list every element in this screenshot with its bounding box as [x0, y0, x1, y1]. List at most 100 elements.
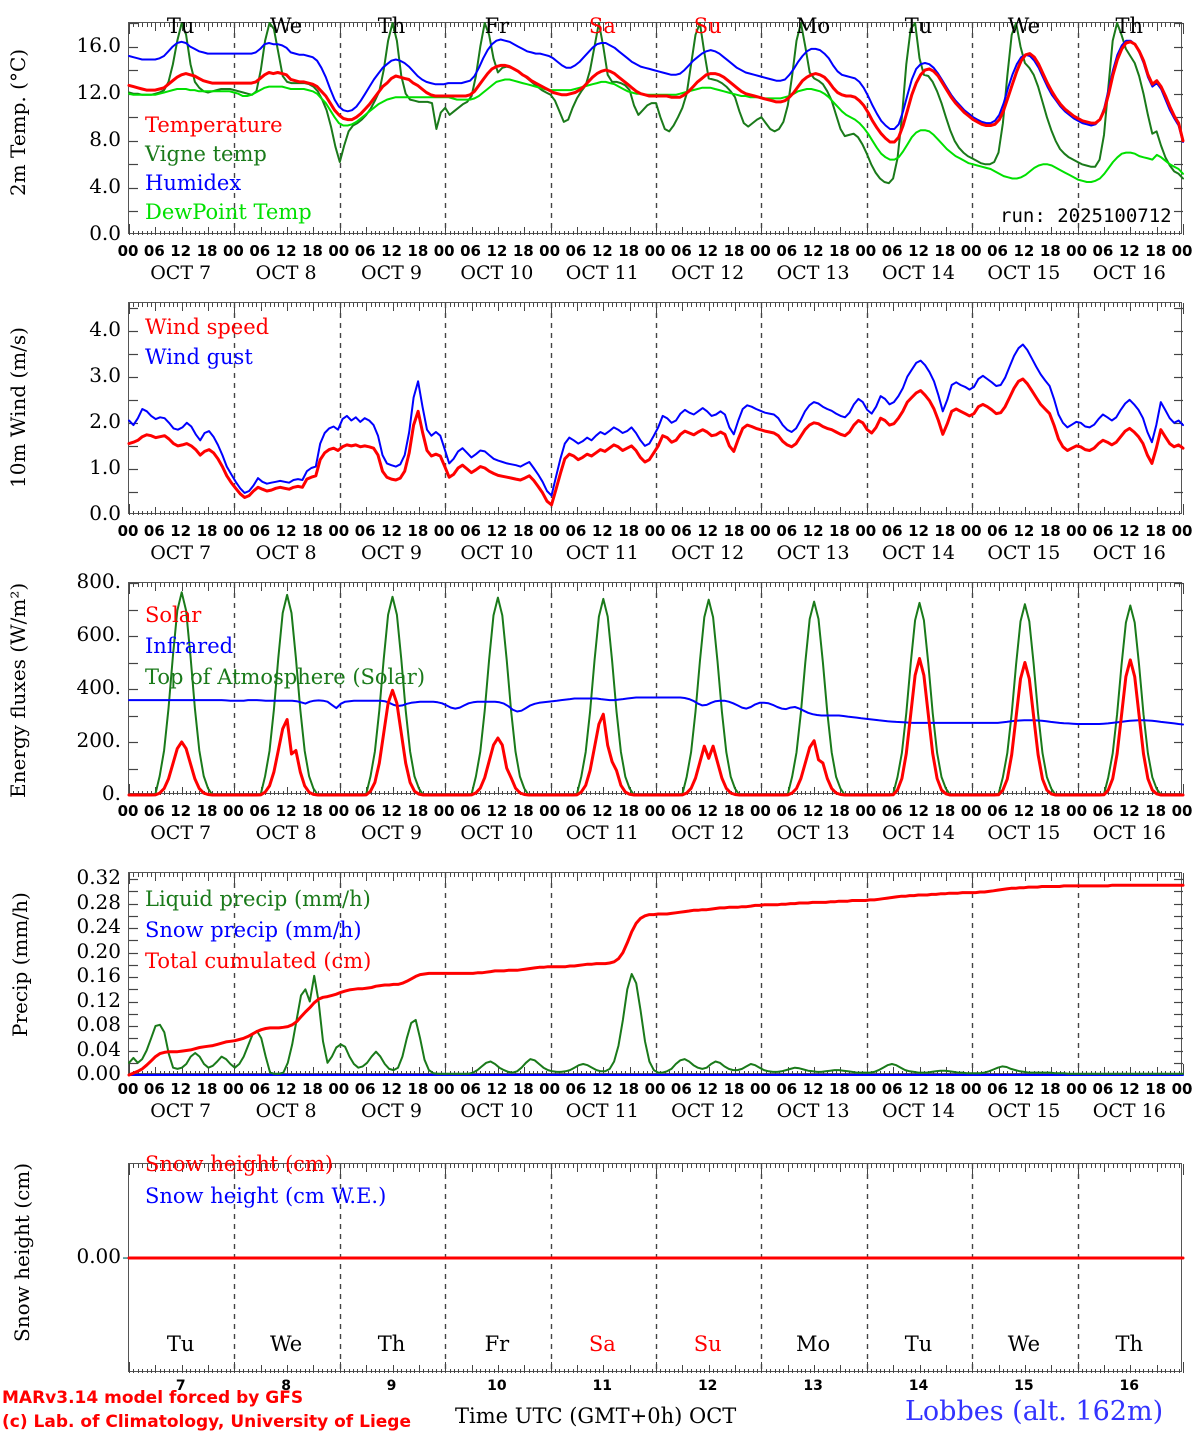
hour-tick-label: 06 — [354, 522, 376, 540]
hour-tick-label: 00 — [855, 802, 877, 820]
date-label: OCT 15 — [987, 822, 1061, 844]
hour-tick-label: 12 — [591, 1080, 613, 1098]
hour-tick-label: 06 — [354, 1080, 376, 1098]
footer-copyright-line: (c) Lab. of Climatology, University of L… — [2, 1412, 411, 1432]
hour-tick-label: 00 — [855, 522, 877, 540]
hour-tick-label: 18 — [618, 802, 640, 820]
date-label: OCT 16 — [1092, 542, 1166, 564]
date-label: OCT 13 — [776, 822, 850, 844]
hour-tick-label: 06 — [249, 522, 271, 540]
date-label: OCT 12 — [671, 262, 745, 284]
hour-tick-label: 00 — [539, 242, 561, 260]
hour-tick-label: 12 — [697, 242, 719, 260]
hour-tick-label: 00 — [644, 242, 666, 260]
y-tick-label: 600. — [76, 622, 121, 646]
legend-item-total-cumulated-cm: Total cumulated (cm) — [145, 949, 372, 973]
date-label: OCT 10 — [460, 542, 534, 564]
run-label: run: 2025100712 — [1000, 205, 1172, 227]
hour-tick-label: 06 — [881, 242, 903, 260]
hour-tick-label: 00 — [539, 522, 561, 540]
date-label: OCT 15 — [987, 1100, 1061, 1122]
day-name-label: Tu — [904, 14, 933, 38]
hour-tick-label: 12 — [908, 1080, 929, 1098]
hour-tick-label: 06 — [881, 1080, 903, 1098]
y-tick-label: 200. — [76, 728, 121, 752]
series-liquid-precip — [128, 973, 1184, 1075]
precip-plot-svg — [127, 873, 1185, 1077]
hour-tick-label: 18 — [512, 522, 534, 540]
day-name-label: Tu — [166, 1332, 195, 1356]
day-number-label: 13 — [803, 1378, 823, 1394]
hour-tick-label: 18 — [1145, 802, 1167, 820]
temperature-panel: 2m Temp. (°C) 0.0 4.0 8.0 12.0 16.0 Temperat… — [0, 0, 1194, 290]
hour-tick-label: 06 — [460, 242, 481, 260]
hour-tick-label: 12 — [802, 242, 824, 260]
day-name-label: Sa — [588, 1332, 616, 1356]
day-name-label: Su — [693, 14, 722, 38]
day-name-label: Fr — [484, 14, 510, 38]
y-tick-label: 4.0 — [89, 316, 121, 341]
date-label: OCT 10 — [460, 262, 534, 284]
hour-tick-label: 00 — [1171, 242, 1193, 260]
y-tick-label: 4.0 — [89, 173, 121, 198]
hour-tick-label: 00 — [222, 242, 244, 260]
y-tick-label: 0.16 — [76, 963, 121, 988]
date-label: OCT 9 — [361, 822, 422, 844]
hour-tick-label: 18 — [934, 802, 956, 820]
hour-tick-label: 18 — [1039, 522, 1061, 540]
hour-tick-label: 00 — [539, 1080, 561, 1098]
hour-tick-label: 12 — [275, 242, 297, 260]
hour-tick-label: 00 — [328, 1080, 350, 1098]
y-tick-label: 0.24 — [76, 914, 121, 939]
y-tick-label: 0.28 — [76, 889, 121, 914]
date-label: OCT 12 — [671, 1100, 745, 1122]
day-number-label: 7 — [175, 1378, 186, 1394]
date-label: OCT 7 — [150, 542, 212, 564]
hour-tick-label: 12 — [908, 242, 929, 260]
hour-tick-label: 00 — [749, 522, 771, 540]
hour-tick-label: 12 — [381, 522, 402, 540]
hour-tick-label: 12 — [486, 242, 508, 260]
hour-tick-label: 06 — [143, 1080, 165, 1098]
day-number-label: 9 — [386, 1378, 397, 1394]
hour-tick-label: 18 — [512, 802, 534, 820]
precip-y-axis-label: Precip (mm/h) — [8, 892, 32, 1038]
hour-tick-label: 18 — [1039, 1080, 1061, 1098]
hour-tick-label: 12 — [170, 522, 192, 540]
hour-tick-label: 18 — [302, 1080, 323, 1098]
hour-tick-label: 12 — [1118, 802, 1140, 820]
wind-panel: 10m Wind (m/s) 0.0 1.0 2.0 3.0 4.0 Wind spee… — [0, 290, 1194, 570]
y-tick-label: 3.0 — [89, 362, 121, 387]
hour-tick-label: 00 — [1171, 1080, 1193, 1098]
temperature-plot-area — [127, 22, 1185, 235]
hour-tick-label: 18 — [302, 802, 323, 820]
day-name-label: We — [269, 1332, 303, 1356]
hour-tick-label: 06 — [249, 802, 271, 820]
hour-tick-label: 00 — [433, 1080, 455, 1098]
date-label: OCT 7 — [150, 822, 212, 844]
hour-tick-label: 00 — [749, 1080, 771, 1098]
hour-tick-label: 12 — [275, 1080, 297, 1098]
series-temperature — [127, 40, 1185, 144]
y-tick-label: 0.32 — [76, 865, 121, 890]
hour-tick-label: 18 — [618, 1080, 640, 1098]
hour-tick-label: 06 — [143, 522, 165, 540]
hour-tick-label: 06 — [565, 242, 587, 260]
hour-tick-label: 18 — [1039, 242, 1061, 260]
footer-model-line: MARv3.14 model forced by GFS — [2, 1388, 304, 1408]
date-label: OCT 13 — [776, 542, 850, 564]
hour-tick-label: 18 — [302, 522, 323, 540]
day-name-label: Sa — [588, 14, 616, 38]
energy-panel: Energy fluxes (W/m²) 0. 200. 400. 600. 800. … — [0, 569, 1194, 850]
hour-tick-label: 12 — [486, 522, 508, 540]
hour-tick-label: 12 — [802, 1080, 824, 1098]
y-tick-label: 0.08 — [76, 1012, 121, 1037]
hour-tick-label: 18 — [196, 242, 218, 260]
hour-tick-label: 06 — [987, 1080, 1008, 1098]
hour-tick-label: 18 — [934, 1080, 956, 1098]
legend-item-snow-height-cm: Snow height (cm) — [145, 1152, 334, 1176]
hour-tick-label: 00 — [855, 242, 877, 260]
hour-tick-label: 18 — [723, 1080, 745, 1098]
hour-tick-label: 06 — [1092, 522, 1114, 540]
hour-tick-label: 12 — [697, 1080, 719, 1098]
